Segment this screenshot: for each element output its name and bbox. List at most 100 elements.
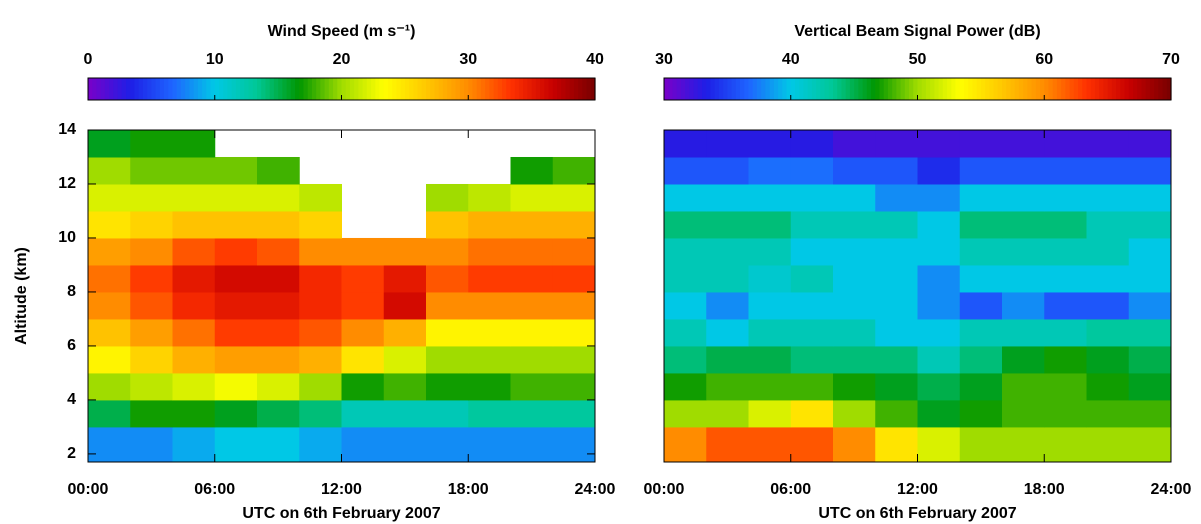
heatmap-cell <box>510 210 554 239</box>
heatmap-cell <box>917 318 961 347</box>
colorbar-segment <box>413 78 419 100</box>
heatmap-cell <box>383 426 427 463</box>
heatmap-cell <box>1044 210 1087 239</box>
heatmap-cell <box>706 372 749 401</box>
colorbar-segment <box>392 78 398 100</box>
heatmap-cell <box>917 345 961 374</box>
colorbar-tick-label: 20 <box>333 51 351 68</box>
colorbar-segment <box>913 78 919 100</box>
colorbar-segment <box>265 78 271 100</box>
heatmap-cell <box>426 237 469 266</box>
colorbar-segment <box>1158 78 1164 100</box>
colorbar-segment <box>379 78 385 100</box>
colorbar-segment <box>176 78 182 100</box>
colorbar-segment <box>972 78 978 100</box>
heatmap-cell <box>172 426 216 463</box>
colorbar-segment <box>727 78 733 100</box>
heatmap-cell <box>833 426 876 463</box>
heatmap-cell <box>875 156 918 185</box>
heatmap-cell <box>959 183 1003 212</box>
heatmap-cell <box>299 399 342 428</box>
heatmap-cell <box>510 372 554 401</box>
colorbar-segment <box>794 78 800 100</box>
heatmap-cell <box>959 426 1003 463</box>
heatmap-cell <box>299 210 342 239</box>
heatmap-cell <box>833 237 876 266</box>
colorbar-segment <box>218 78 224 100</box>
heatmap-cell <box>959 372 1003 401</box>
heatmap-cell <box>833 264 876 293</box>
heatmap-cell <box>257 291 300 320</box>
colorbar-segment <box>676 78 682 100</box>
colorbar-segment <box>1031 78 1037 100</box>
heatmap-cell <box>257 183 300 212</box>
colorbar-segment <box>426 78 431 100</box>
colorbar-segment <box>833 78 838 100</box>
colorbar-segment <box>904 78 910 100</box>
heatmap-cell <box>88 130 131 158</box>
heatmap-cell <box>664 372 707 401</box>
colorbar-segment <box>88 78 93 100</box>
colorbar-segment <box>1044 78 1050 100</box>
heatmap-cell <box>875 426 918 463</box>
heatmap-cell <box>875 130 918 158</box>
heatmap-cell <box>748 237 792 266</box>
colorbar-segment <box>858 78 864 100</box>
x-axis-label: UTC on 6th February 2007 <box>242 505 440 522</box>
heatmap-cell <box>706 130 749 158</box>
colorbar-segment <box>121 78 127 100</box>
heatmap-cell <box>1086 345 1130 374</box>
colorbar-segment <box>527 78 533 100</box>
colorbar-segment <box>799 78 805 100</box>
colorbar-segment <box>214 78 220 100</box>
colorbar-segment <box>540 78 545 100</box>
colorbar-segment <box>485 78 490 100</box>
colorbar-segment <box>769 78 775 100</box>
colorbar-segment <box>193 78 199 100</box>
heatmap-cell <box>510 399 554 428</box>
heatmap-cell <box>214 426 258 463</box>
heatmap-cell <box>1086 372 1130 401</box>
colorbar-segment <box>1124 78 1130 100</box>
heatmap-cell <box>664 318 707 347</box>
heatmap-cell <box>214 399 258 428</box>
heatmap-cell <box>959 156 1003 185</box>
colorbar-segment <box>1014 78 1020 100</box>
heatmap-cell <box>341 399 385 428</box>
heatmap-cell <box>172 372 216 401</box>
colorbar-segment <box>117 78 123 100</box>
colorbar-segment <box>807 78 813 100</box>
colorbar-segment <box>761 78 766 100</box>
x-tick-label: 12:00 <box>897 481 938 498</box>
colorbar-segment <box>476 78 482 100</box>
heatmap-cell <box>299 372 342 401</box>
colorbar-segment <box>1094 78 1100 100</box>
heatmap-cell <box>257 318 300 347</box>
colorbar-segment <box>917 78 923 100</box>
heatmap-cell <box>383 372 427 401</box>
heatmap-cell <box>790 183 834 212</box>
heatmap-cell <box>1002 318 1045 347</box>
heatmap-cell <box>383 237 427 266</box>
heatmap-cell <box>1044 426 1087 463</box>
x-tick-label: 12:00 <box>321 481 362 498</box>
heatmap-cell <box>341 345 385 374</box>
heatmap-cell <box>706 156 749 185</box>
y-tick-label: 12 <box>58 175 76 192</box>
heatmap-cell <box>88 291 131 320</box>
colorbar-segment <box>871 78 876 100</box>
colorbar-segment <box>714 78 720 100</box>
colorbar-segment <box>223 78 229 100</box>
colorbar-segment <box>354 78 359 100</box>
heatmap-cell <box>664 237 707 266</box>
colorbar-segment <box>514 78 520 100</box>
colorbar-segment <box>731 78 737 100</box>
colorbar-segment <box>980 78 986 100</box>
heatmap-cell <box>833 291 876 320</box>
colorbar-segment <box>531 78 537 100</box>
heatmap-cell <box>748 183 792 212</box>
heatmap-cell <box>664 183 707 212</box>
heatmap-cell <box>510 345 554 374</box>
heatmap-cell <box>1002 291 1045 320</box>
heatmap-cell <box>1128 210 1172 239</box>
